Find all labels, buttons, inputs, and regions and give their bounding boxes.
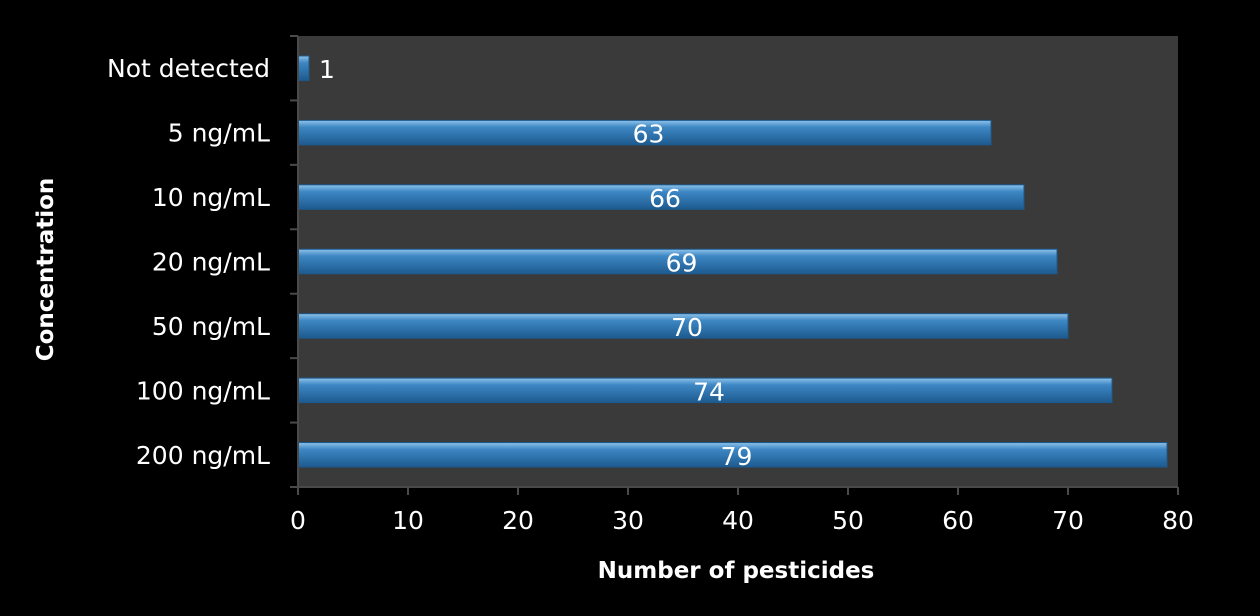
x-tick-label: 70: [1052, 506, 1084, 535]
bar: [297, 442, 1168, 468]
category-label: 100 ng/mL: [136, 376, 270, 405]
x-tick-label: 60: [942, 506, 974, 535]
category-label: 200 ng/mL: [136, 441, 270, 470]
bars-layer: [297, 55, 1168, 468]
x-tick-label: 30: [612, 506, 644, 535]
x-tick-label: 50: [832, 506, 864, 535]
bar: [297, 55, 310, 81]
x-tick-label: 40: [722, 506, 754, 535]
data-label: 69: [666, 249, 698, 278]
data-label: 79: [721, 442, 753, 471]
data-label: 63: [633, 120, 665, 149]
x-tick-label: 80: [1162, 506, 1194, 535]
x-tick-label: 10: [392, 506, 424, 535]
data-label: 1: [319, 55, 335, 84]
axes-layer: [290, 35, 1179, 495]
category-label: 10 ng/mL: [152, 183, 270, 212]
bar: [297, 377, 1113, 404]
bar: [297, 313, 1069, 339]
category-label: 50 ng/mL: [152, 312, 270, 341]
data-label: 74: [693, 377, 725, 406]
data-label: 70: [671, 313, 703, 342]
category-label: 5 ng/mL: [168, 119, 270, 148]
x-tick-label: 0: [290, 506, 306, 535]
x-tick-label: 20: [502, 506, 534, 535]
category-label: 20 ng/mL: [152, 248, 270, 277]
bar: [297, 119, 992, 146]
data-label: 66: [649, 184, 681, 213]
x-axis-title: Number of pesticides: [598, 558, 875, 584]
y-axis-title: Concentration: [33, 178, 59, 362]
labels-layer: Not detected 1 5 ng/mL 63 10 ng/mL 66 20 ng/mL…: [107, 54, 1194, 535]
category-label: Not detected: [107, 54, 270, 83]
bar: [297, 184, 1025, 210]
